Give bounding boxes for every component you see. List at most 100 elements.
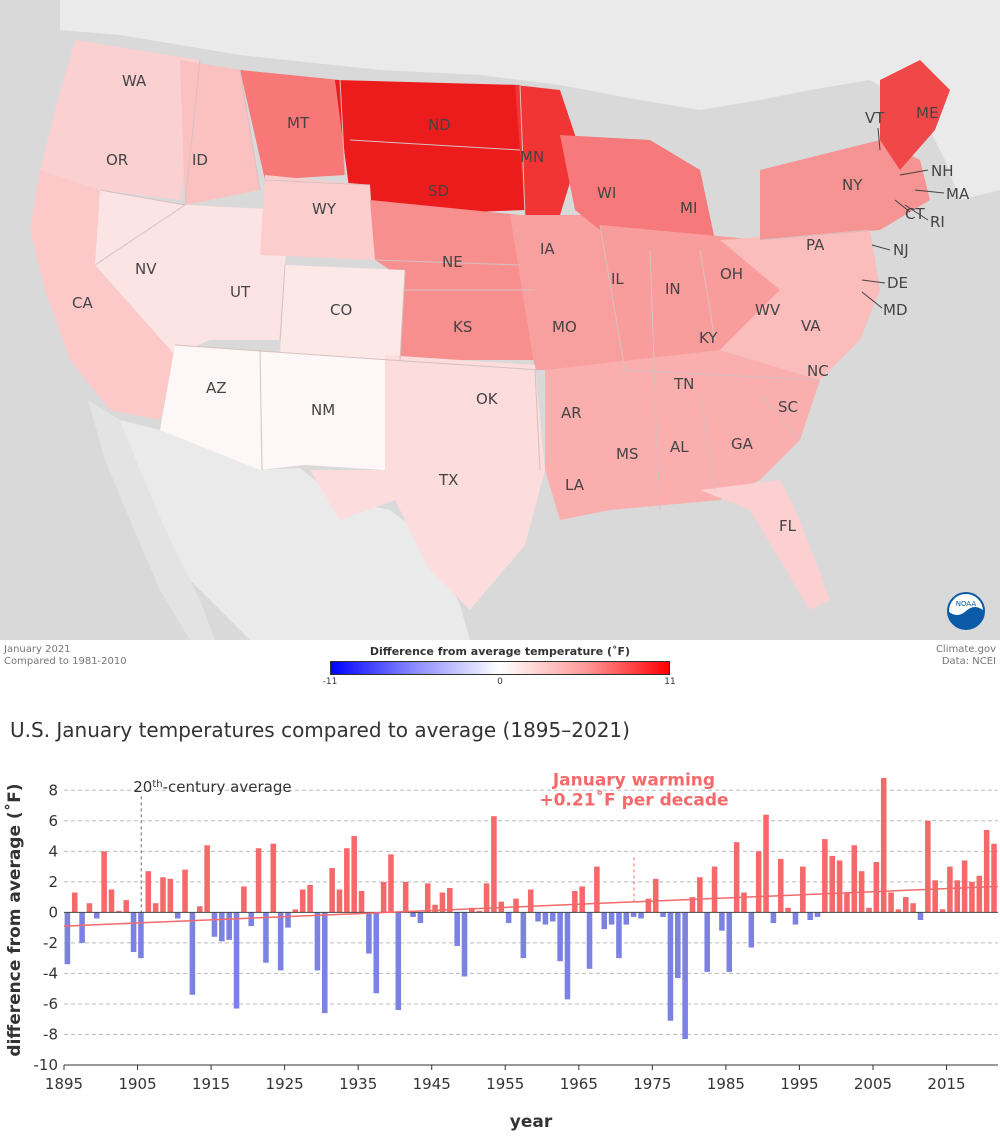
ref-label-base: 20: [133, 778, 152, 796]
bar: [880, 778, 887, 913]
baja-landmass: [88, 400, 215, 640]
bar: [94, 912, 100, 919]
bar: [64, 912, 71, 965]
y-tick-label: -10: [34, 1056, 59, 1074]
y-tick-label: 0: [48, 903, 58, 921]
bar: [866, 907, 872, 913]
map-baseline-caption: Compared to 1981-2010: [4, 656, 127, 667]
bar: [586, 912, 593, 969]
bar: [388, 854, 394, 913]
bar: [123, 900, 129, 913]
y-tick-label: 6: [48, 812, 58, 830]
legend-title: Difference from average temperature (˚F): [369, 645, 631, 658]
bar: [483, 883, 490, 913]
region-wyoming: [260, 175, 375, 260]
bar: [182, 869, 188, 913]
region-wisconsin-michigan: [560, 135, 715, 250]
bar: [792, 912, 799, 925]
trend-label-line1: January warming: [552, 771, 715, 791]
y-axis-ticks: 8 6 4 2 0 -2 -4 -6 -8 -10: [34, 781, 59, 1074]
bar: [542, 912, 549, 925]
bar: [895, 909, 902, 913]
state-label-nv: NV: [135, 260, 157, 278]
legend-color-bar: [330, 661, 670, 675]
bar: [417, 912, 424, 924]
bar: [336, 889, 343, 913]
bar: [476, 910, 482, 913]
bar: [410, 912, 416, 917]
region-northeast: [760, 140, 930, 240]
bar: [851, 845, 858, 913]
ref-label-sup: th: [152, 778, 162, 789]
bar: [660, 912, 666, 917]
bar: [248, 912, 255, 927]
bar: [277, 912, 284, 971]
bar: [572, 891, 578, 913]
bar: [777, 858, 784, 913]
bar: [675, 912, 681, 978]
bar: [873, 862, 880, 913]
x-tick-label: 1925: [266, 1075, 304, 1093]
state-label-me: ME: [916, 104, 938, 122]
y-tick-label: -8: [43, 1025, 58, 1043]
state-label-vt: VT: [865, 109, 885, 127]
bar: [152, 903, 159, 913]
source-caption: Climate.gov: [935, 644, 996, 655]
state-label-nm: NM: [311, 401, 335, 419]
state-label-nd: ND: [428, 116, 451, 134]
state-label-ms: MS: [616, 445, 638, 463]
state-label-wv: WV: [755, 301, 781, 319]
bar: [351, 836, 357, 913]
state-label-sd: SD: [428, 182, 449, 200]
bar: [505, 912, 512, 924]
state-label-ar: AR: [561, 404, 582, 422]
region-florida: [700, 480, 830, 610]
bar: [939, 909, 946, 913]
bar: [836, 860, 843, 913]
region-texas-oklahoma: [310, 355, 545, 610]
x-tick-label: 1965: [560, 1075, 598, 1093]
bar: [711, 866, 718, 913]
state-label-nj: NJ: [893, 241, 909, 259]
region-idaho-montana-west: [180, 60, 260, 205]
state-label-ca: CA: [72, 294, 93, 312]
bar: [991, 843, 997, 913]
data-caption: Data: NCEI: [941, 656, 996, 667]
state-label-fl: FL: [779, 517, 797, 535]
bar: [233, 912, 240, 1009]
x-tick-label: 1985: [707, 1075, 745, 1093]
state-label-mi: MI: [680, 199, 697, 217]
canada-landmass: [60, 0, 1000, 200]
state-label-id: ID: [192, 151, 208, 169]
reference-line-label: 20th-century average: [133, 778, 291, 796]
state-label-al: AL: [670, 438, 689, 456]
region-maine: [880, 60, 950, 170]
x-tick-label: 1895: [45, 1075, 83, 1093]
legend-mid-label: 0: [497, 677, 503, 687]
state-label-mo: MO: [552, 318, 577, 336]
state-label-ga: GA: [731, 435, 754, 453]
bar: [71, 892, 78, 913]
bar: [763, 814, 769, 913]
bar: [770, 912, 777, 924]
x-tick-label: 1995: [780, 1075, 818, 1093]
state-label-mt: MT: [287, 114, 310, 132]
trend-line: [63, 885, 999, 927]
bar: [196, 906, 203, 913]
bar: [719, 912, 725, 931]
bar: [689, 897, 696, 913]
state-label-tx: TX: [438, 471, 458, 489]
y-tick-label: 4: [48, 842, 58, 860]
bar: [299, 889, 306, 913]
y-tick-label: 2: [48, 873, 58, 891]
y-tick-label: -2: [43, 934, 58, 952]
region-iowa-missouri: [510, 215, 625, 370]
y-tick-label: 8: [48, 781, 58, 799]
region-arizona-nm: [160, 345, 390, 470]
state-label-co: CO: [330, 301, 352, 319]
x-tick-label: 2005: [854, 1075, 892, 1093]
state-label-ok: OK: [476, 390, 499, 408]
bar: [925, 820, 931, 913]
state-label-ct: CT: [905, 205, 925, 223]
y-tick-label: -6: [43, 995, 58, 1013]
